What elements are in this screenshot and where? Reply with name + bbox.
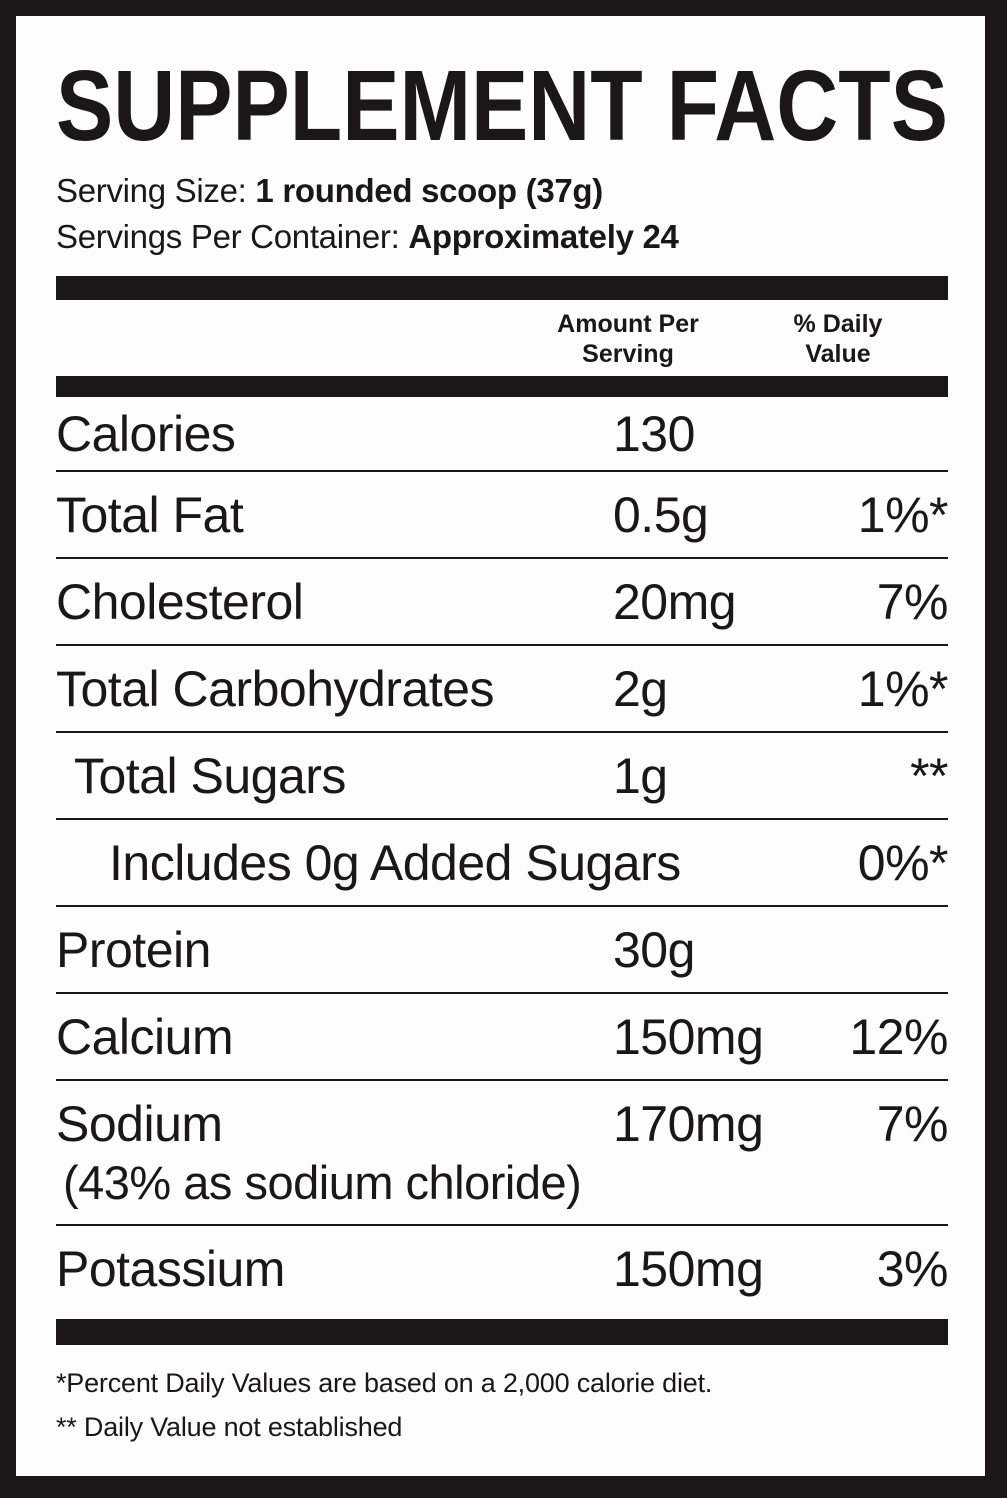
- row-label: Protein: [56, 922, 211, 978]
- row-amount: 20mg: [613, 574, 737, 630]
- table-row-total-carbohydrates: Total Carbohydrates 2g 1%*: [56, 646, 949, 733]
- row-amount: 30g: [613, 922, 695, 978]
- row-label: Total Sugars: [74, 748, 346, 804]
- row-label: Includes 0g Added Sugars: [109, 835, 681, 891]
- sodium-chloride-note: (43% as sodium chloride): [63, 1156, 582, 1209]
- label-content: SUPPLEMENT FACTS Serving Size: 1 rounded…: [16, 16, 985, 1449]
- divider-bar-bottom: [56, 1319, 948, 1345]
- row-label: Cholesterol: [56, 574, 304, 630]
- table-row-sodium: Sodium 170mg 7% (43% as sodium chloride): [56, 1081, 949, 1226]
- divider-bar-header: [56, 376, 948, 397]
- table-row-potassium: Potassium 150mg 3%: [56, 1226, 949, 1317]
- row-label: Calcium: [56, 1009, 234, 1065]
- amount-header-line2: Serving: [582, 340, 674, 368]
- serving-size-label: Serving Size:: [56, 172, 247, 209]
- page-title: SUPPLEMENT FACTS: [56, 66, 948, 146]
- row-daily-value: **: [910, 748, 948, 804]
- table-row-protein: Protein 30g: [56, 907, 948, 994]
- row-amount: 170mg: [613, 1096, 764, 1152]
- table-row-calcium: Calcium 150mg 12%: [56, 994, 948, 1081]
- column-headers: Amount Per Serving % Daily Value: [56, 300, 948, 376]
- row-amount: 2g: [613, 661, 668, 717]
- footnote-percent-daily-values: *Percent Daily Values are based on a 2,0…: [56, 1368, 713, 1398]
- servings-per-container-line: Servings Per Container: Approximately 24: [56, 214, 948, 260]
- servings-per-container-label: Servings Per Container:: [56, 218, 400, 255]
- title-text: SUPPLEMENT FACTS: [56, 66, 948, 146]
- row-daily-value: 1%*: [857, 661, 949, 717]
- serving-size-line: Serving Size: 1 rounded scoop (37g): [56, 168, 948, 214]
- table-row-added-sugars: Includes 0g Added Sugars 0%*: [56, 820, 949, 907]
- row-amount: 150mg: [613, 1241, 764, 1297]
- serving-info: Serving Size: 1 rounded scoop (37g) Serv…: [56, 168, 948, 260]
- divider-bar-top: [56, 276, 948, 300]
- nutrient-table: Calories 130 Total Fat 0.5g 1%* Choleste…: [56, 397, 949, 1317]
- amount-per-serving-header: Amount Per Serving: [557, 309, 699, 369]
- servings-per-container-value: Approximately 24: [408, 218, 679, 255]
- amount-header-line1: Amount Per: [557, 310, 699, 338]
- row-amount: 130: [613, 406, 695, 462]
- daily-header-line1: % Daily: [793, 310, 883, 338]
- table-row-calories: Calories 130: [56, 397, 948, 472]
- table-row-total-sugars: Total Sugars 1g **: [56, 733, 948, 820]
- row-daily-value: 0%*: [857, 835, 949, 891]
- daily-value-header: % Daily Value: [794, 309, 883, 369]
- daily-header-line2: Value: [805, 340, 871, 368]
- footnotes: *Percent Daily Values are based on a 2,0…: [56, 1361, 948, 1449]
- table-row-total-fat: Total Fat 0.5g 1%*: [56, 472, 949, 559]
- row-amount: 150mg: [613, 1009, 764, 1065]
- serving-size-value: 1 rounded scoop (37g): [255, 172, 603, 209]
- row-amount: 0.5g: [613, 487, 709, 543]
- row-label: Calories: [56, 406, 236, 462]
- table-row-cholesterol: Cholesterol 20mg 7%: [56, 559, 949, 646]
- row-label: Total Carbohydrates: [56, 661, 494, 717]
- row-label: Sodium: [56, 1096, 223, 1152]
- row-label: Potassium: [56, 1241, 285, 1297]
- title-svg: SUPPLEMENT FACTS: [56, 66, 948, 146]
- footnote-dv-not-established: ** Daily Value not established: [56, 1412, 403, 1442]
- row-label: Total Fat: [56, 487, 244, 543]
- row-daily-value: 7%: [876, 574, 949, 630]
- row-daily-value: 7%: [876, 1096, 949, 1152]
- row-daily-value: 12%: [849, 1009, 948, 1065]
- row-daily-value: 3%: [876, 1241, 949, 1297]
- row-amount: 1g: [613, 748, 668, 804]
- sodium-main-line: Sodium 170mg 7%: [56, 1081, 949, 1152]
- row-daily-value: 1%*: [857, 487, 949, 543]
